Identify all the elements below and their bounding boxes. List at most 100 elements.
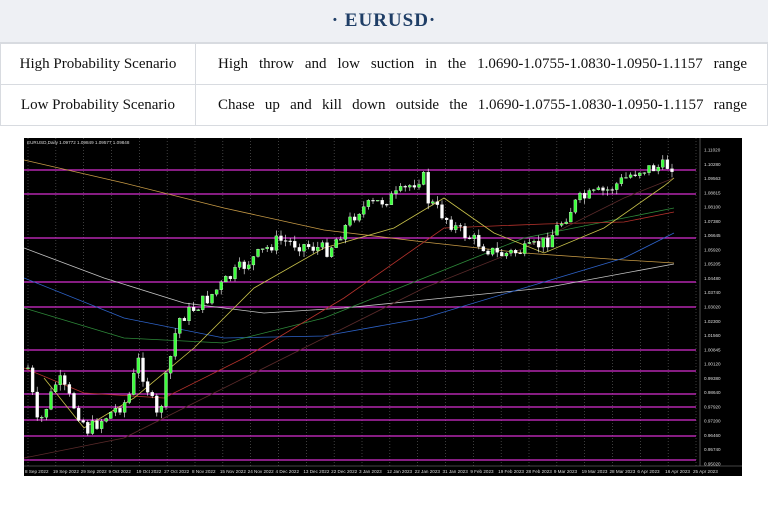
candle-body: [63, 375, 67, 385]
page-title: · EURUSD·: [0, 0, 768, 43]
candle-body: [306, 244, 311, 248]
candle-body: [118, 408, 122, 413]
x-tick-label: 19 Oct 2022: [136, 469, 161, 474]
table-cell: High Probability Scenario: [0, 43, 196, 85]
x-tick-label: 8 Sep 2022: [25, 469, 49, 474]
candle-body: [642, 172, 647, 174]
candle-body: [320, 242, 325, 248]
candle-body: [495, 247, 499, 253]
table-row: Low Probability Scenario Chase up and ki…: [0, 84, 768, 126]
candle-body: [661, 159, 665, 168]
candle-body: [651, 165, 656, 172]
moving-average: [24, 232, 675, 339]
candle-body: [201, 295, 205, 310]
y-tick-label: 1.00845: [704, 347, 721, 352]
candle-body: [339, 239, 343, 241]
table-cell: High throw and low suction in the 1.0690…: [195, 43, 768, 85]
candle-body: [398, 186, 403, 191]
candle-body: [159, 406, 164, 413]
candle-body: [638, 172, 642, 176]
candle-body: [343, 225, 348, 240]
candle-body: [550, 234, 555, 248]
moving-average: [43, 177, 675, 429]
candle-body: [518, 252, 522, 254]
candle-body: [187, 306, 191, 322]
x-tick-label: 29 Sep 2022: [81, 469, 108, 474]
y-tick-label: 0.99380: [704, 376, 721, 381]
y-tick-label: 1.05205: [704, 262, 721, 267]
x-tick-label: 22 Jan 2023: [415, 469, 441, 474]
price-chart: EURUSD,Daily 1.09772 1.09849 1.09577 1.0…: [24, 138, 742, 476]
x-tick-label: 31 Jan 2023: [443, 469, 469, 474]
x-tick-label: 22 Dec 2022: [331, 469, 357, 474]
candle-body: [366, 200, 371, 207]
candle-body: [219, 281, 223, 290]
candle-body: [665, 159, 670, 169]
candle-body: [113, 408, 118, 413]
candle-body: [624, 177, 628, 179]
y-tick-label: 1.08100: [704, 205, 721, 210]
candle-body: [26, 367, 30, 369]
candle-body: [136, 357, 141, 374]
candle-body: [582, 192, 587, 199]
candle-body: [30, 367, 35, 393]
x-tick-label: 9 Oct 2022: [109, 469, 132, 474]
candle-body: [325, 242, 329, 257]
candle-body: [454, 225, 458, 230]
candle-body: [44, 409, 49, 418]
scenario-table: High Probability Scenario High throw and…: [0, 43, 768, 126]
candle-body: [578, 192, 582, 201]
candle-body: [76, 407, 81, 421]
chart-caption: EURUSD,Daily 1.09772 1.09849 1.09577 1.0…: [27, 140, 130, 145]
candle-body: [546, 237, 550, 248]
x-tick-label: 19 Sep 2022: [53, 469, 80, 474]
candle-body: [569, 211, 573, 223]
y-tick-label: 1.08815: [704, 190, 721, 195]
candle-body: [610, 189, 614, 191]
candle-body: [385, 204, 389, 206]
candle-body: [656, 167, 660, 172]
x-tick-label: 27 Oct 2022: [164, 469, 189, 474]
table-cell: Chase up and kill down outside the 1.069…: [195, 84, 768, 126]
candle-body: [527, 242, 532, 244]
x-tick-label: 25 Apr 2023: [693, 469, 718, 474]
candle-body: [247, 264, 251, 269]
y-tick-label: 0.97200: [704, 419, 721, 424]
candle-body: [81, 420, 85, 423]
x-tick-label: 9 Mar 2023: [554, 469, 578, 474]
candle-body: [99, 421, 104, 429]
y-tick-label: 1.00120: [704, 362, 721, 367]
candle-body: [431, 201, 435, 204]
candle-body: [536, 241, 541, 248]
y-tick-label: 1.03020: [704, 305, 721, 310]
x-tick-label: 12 Jan 2023: [387, 469, 413, 474]
y-tick-label: 0.98640: [704, 390, 721, 395]
candle-body: [555, 225, 559, 236]
candle-body: [168, 356, 173, 374]
candle-body: [403, 186, 407, 188]
candle-body: [426, 172, 430, 204]
moving-average: [24, 159, 675, 264]
candle-body: [86, 422, 90, 434]
candle-body: [178, 318, 182, 334]
candle-body: [513, 250, 518, 254]
x-tick-label: 8 Nov 2022: [192, 469, 216, 474]
x-tick-label: 19 Feb 2023: [498, 469, 524, 474]
candle-body: [288, 240, 292, 242]
y-tick-label: 0.95020: [704, 462, 721, 467]
candle-body: [357, 214, 361, 221]
candle-body: [150, 392, 154, 397]
y-tick-label: 1.06645: [704, 233, 721, 238]
candle-body: [109, 412, 113, 419]
candle-body: [214, 289, 219, 295]
x-tick-label: 24 Nov 2022: [248, 469, 274, 474]
candle-body: [412, 185, 417, 188]
candle-body: [481, 246, 486, 252]
candle-body: [182, 318, 187, 322]
candle-body: [270, 247, 274, 251]
candle-body: [251, 256, 256, 266]
candle-body: [490, 247, 495, 255]
candle-body: [444, 217, 449, 220]
candle-body: [311, 246, 315, 251]
